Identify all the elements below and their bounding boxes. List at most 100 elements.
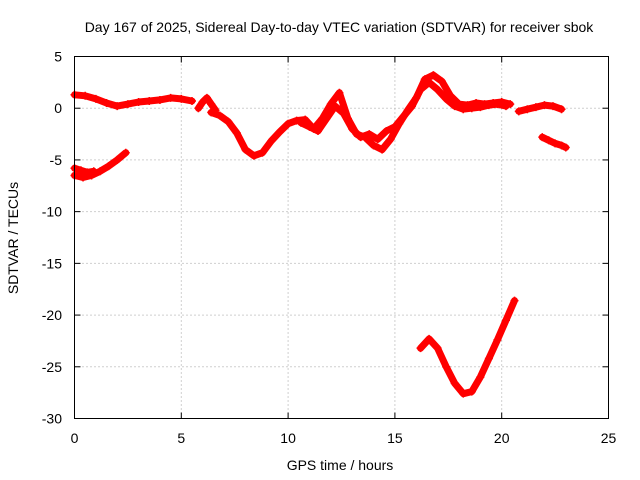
data-point	[369, 141, 378, 150]
data-point	[373, 135, 382, 144]
data-point	[484, 354, 493, 363]
x-tick-label: 15	[387, 430, 403, 446]
data-point	[433, 85, 442, 94]
data-point	[296, 118, 305, 127]
data-point	[177, 94, 186, 103]
data-point	[81, 91, 90, 100]
data-point	[544, 136, 553, 145]
data-point	[284, 119, 293, 128]
data-point	[187, 96, 196, 105]
ticks: 0 5 10 15 20 25 5 0 -5 -10 -15 -20 -25 -30	[42, 49, 617, 447]
data-point	[484, 101, 493, 110]
x-tick-label: 25	[601, 430, 617, 446]
data-point	[198, 98, 207, 107]
data-point	[514, 107, 523, 116]
data-point	[425, 78, 434, 87]
x-tick-label: 20	[494, 430, 510, 446]
data-point	[425, 334, 434, 343]
data-point	[416, 344, 425, 353]
data-point	[322, 114, 331, 123]
y-tick-label: -20	[42, 307, 62, 323]
y-tick-label: -15	[42, 255, 62, 271]
data-point	[207, 108, 216, 117]
data-point	[548, 102, 557, 111]
data-point	[399, 112, 408, 121]
data-point	[305, 122, 314, 131]
data-point	[102, 99, 111, 108]
series-mid-1	[207, 71, 514, 160]
data-point	[467, 387, 476, 396]
data-point	[551, 139, 560, 148]
data-point	[437, 77, 446, 86]
data-point	[267, 137, 276, 146]
data-point	[467, 104, 476, 113]
data-point	[113, 155, 122, 164]
data-point	[113, 102, 122, 111]
data-point	[510, 296, 519, 305]
data-point	[442, 94, 451, 103]
chart-title: Day 167 of 2025, Sidereal Day-to-day VTE…	[85, 19, 595, 35]
data-point	[155, 95, 164, 104]
data-point	[416, 85, 425, 94]
y-tick-label: -10	[42, 204, 62, 220]
series-bottom-curve	[417, 297, 518, 398]
data-point	[339, 109, 348, 118]
data-point	[540, 101, 549, 110]
data-point	[224, 117, 233, 126]
data-point	[459, 105, 468, 114]
y-tick-label: -25	[42, 359, 62, 375]
data-point	[386, 135, 395, 144]
data-point	[258, 148, 267, 157]
data-point	[450, 379, 459, 388]
y-tick-label: -5	[50, 152, 63, 168]
data-point	[407, 102, 416, 111]
data-point	[202, 93, 211, 102]
data-point	[356, 133, 365, 142]
data-point	[232, 129, 241, 138]
data-point	[166, 93, 175, 102]
data-point	[433, 344, 442, 353]
data-point	[523, 105, 532, 114]
x-tick-label: 5	[177, 430, 185, 446]
data-point	[76, 166, 85, 175]
y-tick-label: 5	[54, 49, 62, 65]
y-tick-label: -30	[42, 411, 62, 427]
x-tick-label: 10	[280, 430, 296, 446]
data-point	[442, 362, 451, 371]
data-point	[378, 145, 387, 154]
data-point	[79, 173, 88, 182]
data-point	[123, 100, 132, 109]
data-point	[429, 71, 438, 80]
data-point	[501, 102, 510, 111]
data-point	[459, 389, 468, 398]
data-point	[91, 94, 100, 103]
data-point	[538, 133, 547, 142]
data-point	[476, 103, 485, 112]
data-point	[390, 122, 399, 131]
plot-frame	[74, 56, 609, 419]
data-point	[89, 167, 98, 176]
data-point	[382, 126, 391, 135]
data-point	[557, 105, 566, 114]
data-point	[450, 102, 459, 111]
data-point	[493, 335, 502, 344]
data-point	[249, 151, 258, 160]
series-upper-main	[71, 91, 196, 110]
data-point	[104, 162, 113, 171]
data-point	[134, 98, 143, 107]
data-point	[207, 100, 216, 109]
data-point	[335, 88, 344, 97]
data-point	[241, 145, 250, 154]
data-point	[501, 316, 510, 325]
y-axis-label: SDTVAR / TECUs	[5, 182, 21, 294]
data-point	[314, 126, 323, 135]
data-point	[194, 104, 203, 113]
data-point	[215, 111, 224, 120]
data-point	[331, 102, 340, 111]
data-point	[83, 168, 92, 177]
data-point	[531, 103, 540, 112]
y-tick-label: 0	[54, 100, 62, 116]
data-point	[493, 100, 502, 109]
series-layer	[70, 71, 570, 398]
data-point	[145, 96, 154, 105]
